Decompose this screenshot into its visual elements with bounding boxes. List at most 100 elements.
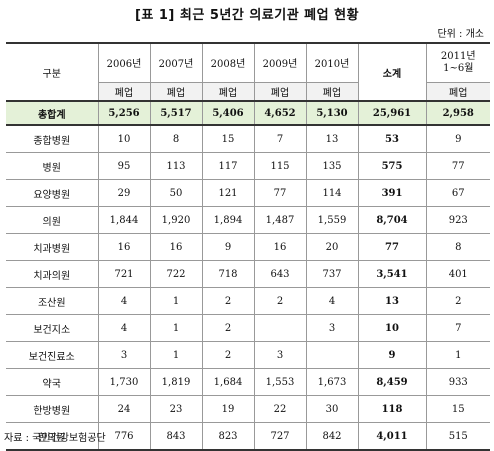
row-value-cell: 22 (253, 395, 307, 423)
row-total-cell: 53 (357, 124, 427, 153)
row-value-cell: 1 (425, 341, 490, 369)
row-value-cell: 643 (253, 260, 307, 288)
table-row: 요양병원 29 50 121 77 114 391 67 (6, 179, 490, 207)
summary-label: 총합계 (6, 100, 99, 126)
header-sub-2006: 폐업 (98, 81, 151, 102)
row-value-cell: 113 (149, 152, 203, 180)
row-label: 한방병원 (6, 395, 99, 423)
row-value-cell: 1,920 (149, 206, 203, 234)
row-total-cell: 118 (357, 395, 427, 423)
row-value-cell: 8 (149, 124, 203, 153)
row-value-cell: 16 (253, 233, 307, 261)
row-label: 치과병원 (6, 233, 99, 261)
row-value-cell: 9 (425, 124, 490, 153)
row-value-cell: 1,559 (305, 206, 359, 234)
row-value-cell: 114 (305, 179, 359, 207)
row-value-cell (305, 341, 359, 369)
row-total-cell: 8,704 (357, 206, 427, 234)
header-sub-2007: 폐업 (149, 81, 203, 102)
row-label: 조산원 (6, 287, 99, 315)
row-value-cell: 8 (425, 233, 490, 261)
row-value-cell: 15 (201, 124, 255, 153)
header-sub-row: 폐업 폐업 폐업 폐업 폐업 폐업 (6, 81, 490, 102)
row-value-cell: 16 (149, 233, 203, 261)
row-value-cell: 7 (253, 124, 307, 153)
header-year-2009: 2009년 (253, 42, 307, 83)
row-label: 의원 (6, 206, 99, 234)
row-total-cell: 77 (357, 233, 427, 261)
row-value-cell: 933 (425, 368, 490, 396)
header-year-2010: 2010년 (305, 42, 359, 83)
unit-label: 단위 : 개소 (437, 29, 484, 40)
row-value-cell: 4 (305, 287, 359, 315)
row-value-cell: 1,819 (149, 368, 203, 396)
table-row: 치과의원 721 722 718 643 737 3,541 401 (6, 260, 490, 288)
summary-value: 5,406 (201, 100, 255, 126)
table-row: 한방병원 24 23 19 22 30 118 15 (6, 395, 490, 423)
header-year-2011-line2: 1~6월 (443, 62, 474, 74)
row-value-cell: 15 (425, 395, 490, 423)
row-value-cell: 7 (425, 314, 490, 342)
row-value-cell: 3 (253, 341, 307, 369)
row-value-cell: 95 (97, 152, 151, 180)
closure-table: 구분 2006년 2007년 2008년 2009년 2010년 소계 2011… (6, 42, 490, 451)
row-value-cell: 13 (305, 124, 359, 153)
row-value-cell: 23 (149, 395, 203, 423)
row-value-cell: 10 (97, 124, 151, 153)
summary-value: 5,256 (97, 100, 151, 126)
table-row: 종합병원 10 8 15 7 13 53 9 (6, 124, 490, 153)
header-sub-2008: 폐업 (201, 81, 255, 102)
header-total: 소계 (357, 42, 427, 102)
row-value-cell: 77 (253, 179, 307, 207)
row-value-cell: 737 (305, 260, 359, 288)
table-row: 의원 1,844 1,920 1,894 1,487 1,559 8,704 923 (6, 206, 490, 234)
row-value-cell: 722 (149, 260, 203, 288)
row-value-cell (253, 314, 307, 342)
summary-value: 5,517 (149, 100, 203, 126)
table-row: 치과병원 16 16 9 16 20 77 8 (6, 233, 490, 261)
row-value-cell: 1,844 (97, 206, 151, 234)
summary-value: 25,961 (357, 100, 427, 126)
row-value-cell: 19 (201, 395, 255, 423)
summary-value: 2,958 (425, 100, 490, 126)
row-value-cell: 16 (97, 233, 151, 261)
row-value-cell: 721 (97, 260, 151, 288)
row-value-cell: 117 (201, 152, 255, 180)
row-label: 종합병원 (6, 124, 99, 153)
row-value-cell: 77 (425, 152, 490, 180)
header-year-2006: 2006년 (97, 42, 151, 83)
row-value-cell: 3 (305, 314, 359, 342)
row-value-cell: 1,730 (97, 368, 151, 396)
row-value-cell: 20 (305, 233, 359, 261)
header-sub-2010: 폐업 (305, 81, 359, 102)
row-value-cell: 9 (201, 233, 255, 261)
row-value-cell: 923 (425, 206, 490, 234)
row-label: 보건진료소 (6, 341, 99, 369)
header-gubun: 구분 (6, 42, 99, 102)
row-total-cell: 8,459 (357, 368, 427, 396)
table-body: 총합계 5,256 5,517 5,406 4,652 5,130 25,961… (6, 100, 490, 451)
row-value-cell: 2 (201, 287, 255, 315)
row-value-cell: 1 (149, 341, 203, 369)
row-value-cell: 24 (97, 395, 151, 423)
header-year-2011: 2011년 1~6월 (425, 42, 490, 83)
header-sub-2011: 폐업 (425, 81, 490, 102)
row-value-cell: 3 (97, 341, 151, 369)
header-year-2008: 2008년 (201, 42, 255, 83)
row-value-cell: 2 (201, 341, 255, 369)
row-label: 요양병원 (6, 179, 99, 207)
row-value-cell: 2 (253, 287, 307, 315)
table-row: 보건지소 4 1 2 3 10 7 (6, 314, 490, 342)
row-value-cell: 1,553 (253, 368, 307, 396)
header-year-2011-line1: 2011년 (440, 50, 476, 62)
row-value-cell: 67 (425, 179, 490, 207)
row-value-cell: 718 (201, 260, 255, 288)
row-total-cell: 3,541 (357, 260, 427, 288)
table-row: 약국 1,730 1,819 1,684 1,553 1,673 8,459 933 (6, 368, 490, 396)
row-value-cell: 115 (253, 152, 307, 180)
row-total-cell: 391 (357, 179, 427, 207)
row-value-cell: 29 (97, 179, 151, 207)
summary-row: 총합계 5,256 5,517 5,406 4,652 5,130 25,961… (6, 100, 490, 126)
row-value-cell: 1 (149, 314, 203, 342)
row-value-cell: 1,487 (253, 206, 307, 234)
